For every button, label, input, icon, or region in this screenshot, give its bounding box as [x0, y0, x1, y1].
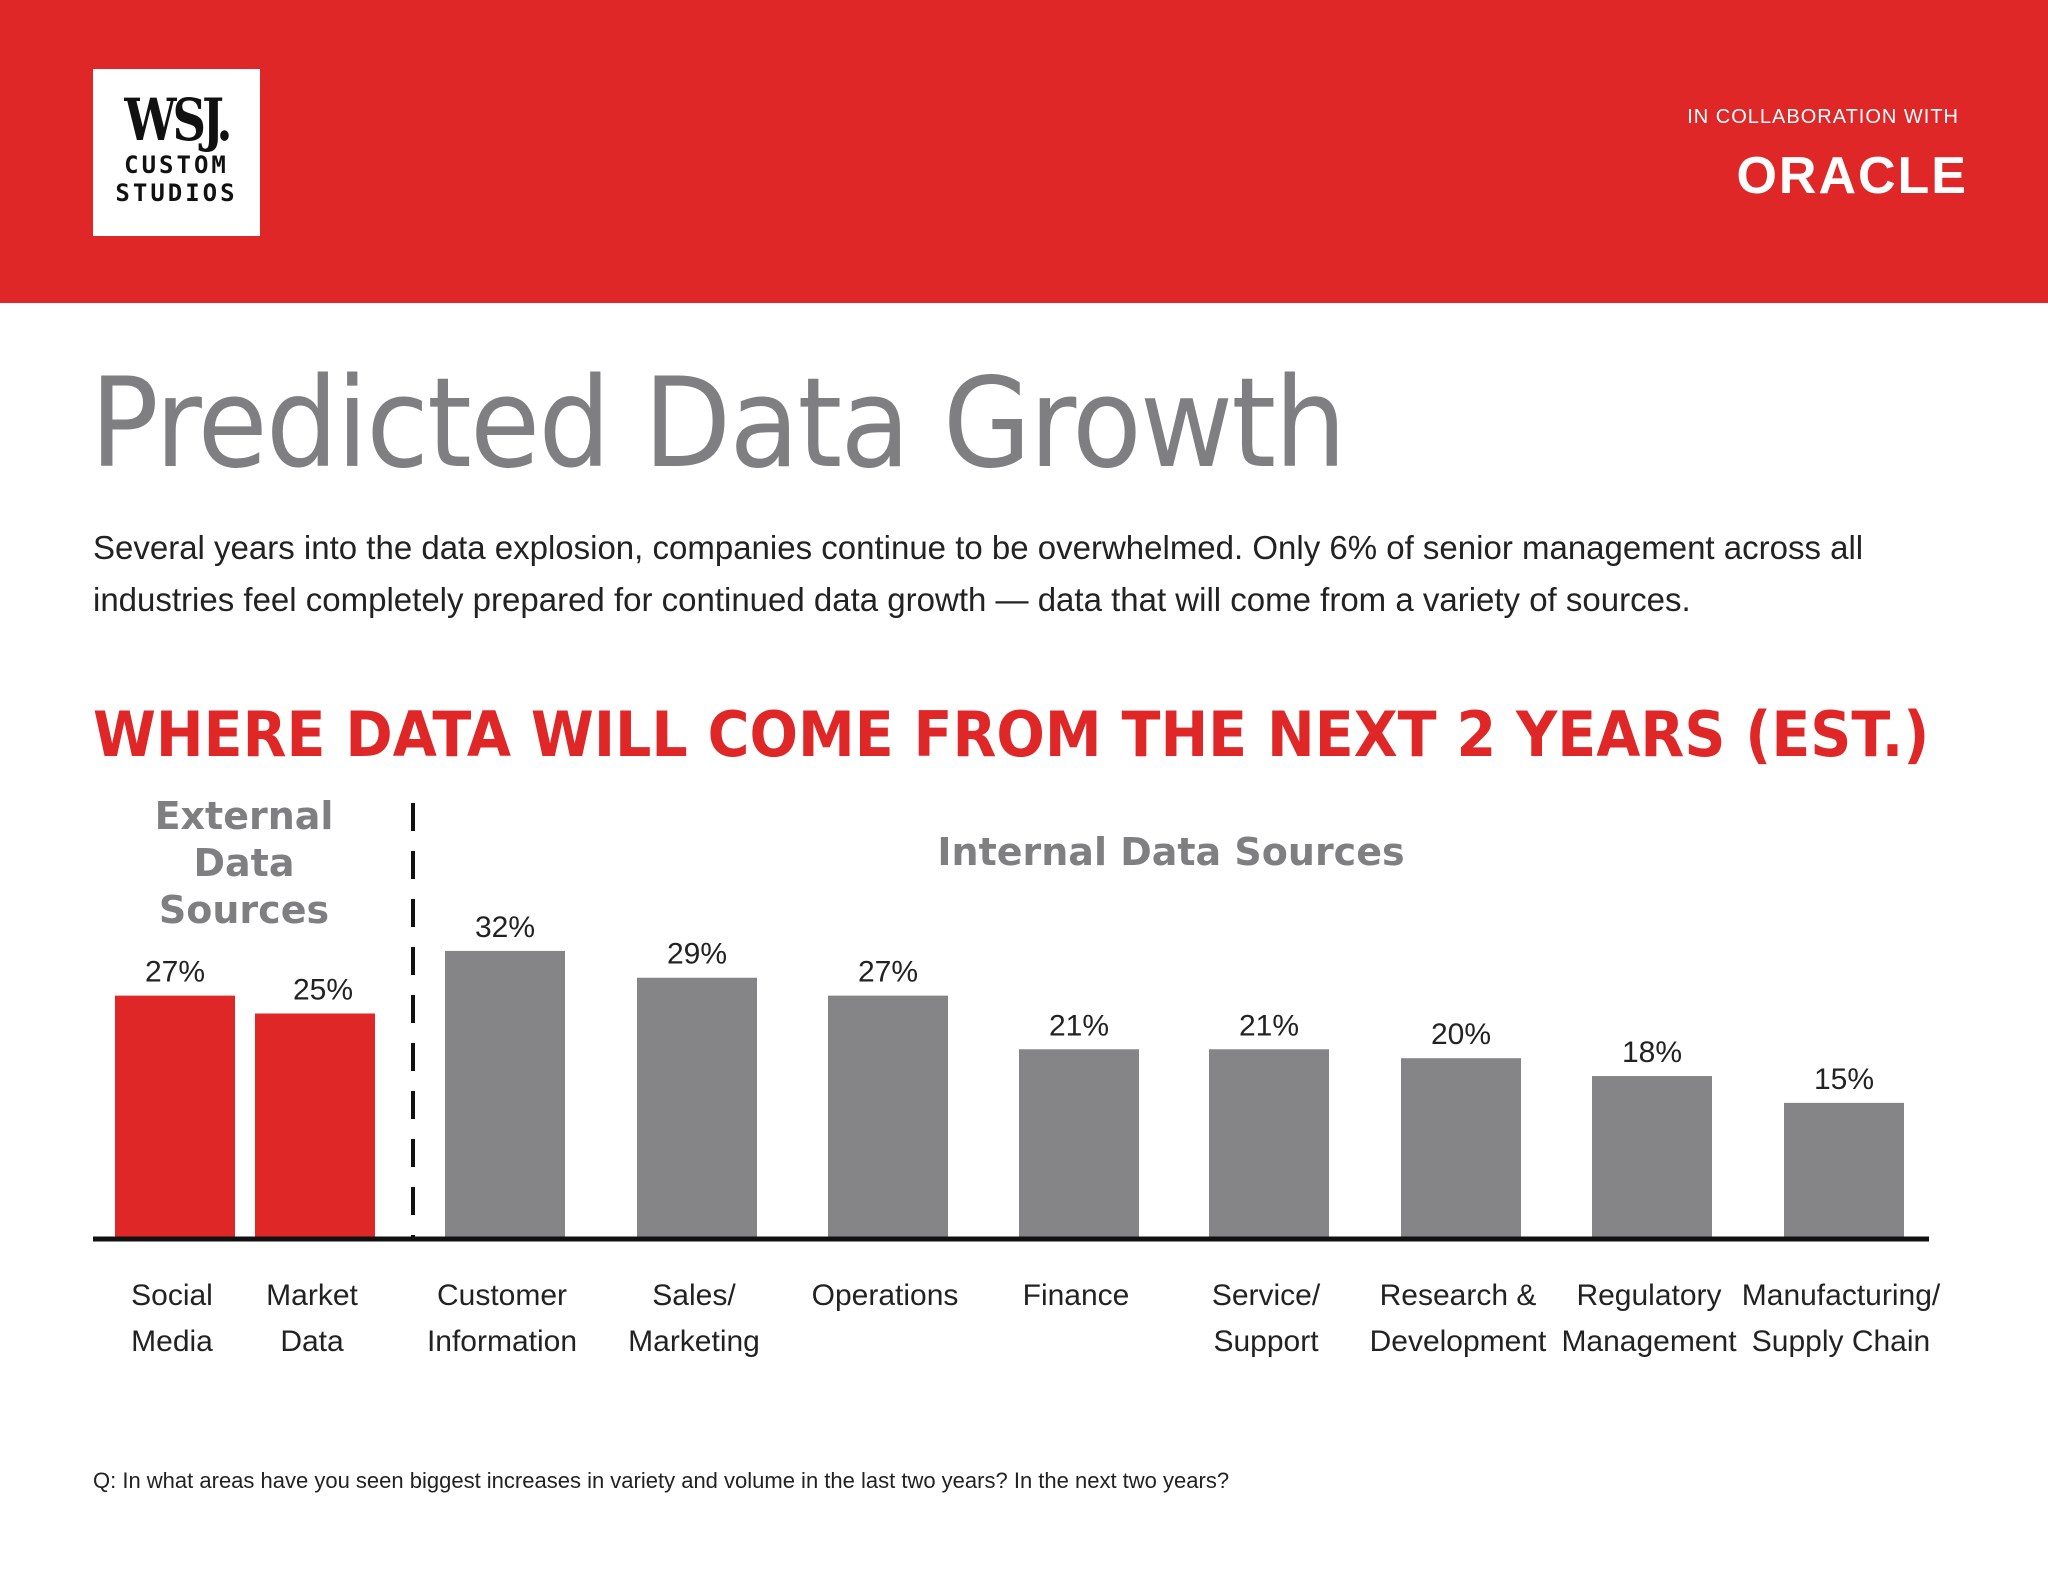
bar	[1209, 1049, 1329, 1237]
category-label: Research &	[1380, 1279, 1537, 1312]
bar	[1592, 1076, 1712, 1237]
category-label: Manufacturing/	[1742, 1279, 1941, 1312]
collaboration-label: IN COLLABORATION WITH	[1687, 106, 1959, 128]
intro-paragraph: Several years into the data explosion, c…	[93, 529, 1864, 618]
category-label: Customer	[437, 1279, 567, 1312]
category-label: Finance	[1023, 1279, 1130, 1312]
bar	[255, 1013, 375, 1237]
bar	[1019, 1049, 1139, 1237]
bar	[828, 995, 948, 1237]
chart-title: WHERE DATA WILL COME FROM THE NEXT 2 YEA…	[93, 698, 1930, 771]
header-banner: WSJ. CUSTOM STUDIOS IN COLLABORATION WIT…	[0, 0, 2048, 303]
category-label: Regulatory	[1576, 1279, 1721, 1312]
category-label: Operations	[812, 1279, 959, 1312]
external-sources-label: External Data Sources	[154, 794, 334, 932]
bar	[1784, 1102, 1904, 1237]
bar	[445, 950, 565, 1237]
data-label: 27%	[145, 956, 205, 989]
data-label: 21%	[1049, 1009, 1109, 1042]
bar	[637, 977, 757, 1237]
data-label: 18%	[1622, 1036, 1682, 1069]
data-label: 25%	[293, 974, 353, 1007]
data-label: 20%	[1431, 1018, 1491, 1051]
category-label: Supply Chain	[1752, 1325, 1930, 1358]
oracle-logo: ORACLE	[1736, 146, 1968, 206]
data-label: 21%	[1239, 1009, 1299, 1042]
logo-wsj: WSJ.	[124, 86, 232, 154]
category-label: Data	[280, 1325, 344, 1358]
oracle-logo-text: ORACLE	[1736, 147, 1968, 205]
category-label: Sales/	[652, 1279, 736, 1312]
bar	[1401, 1058, 1521, 1237]
page-title: Predicted Data Growth	[90, 352, 1347, 496]
category-label: Social	[131, 1279, 213, 1312]
wsj-custom-studios-logo: WSJ. CUSTOM STUDIOS	[93, 69, 260, 236]
category-label: Support	[1213, 1325, 1319, 1358]
footnote: Q: In what areas have you seen biggest i…	[93, 1468, 1230, 1493]
category-label: Management	[1561, 1325, 1737, 1358]
bar	[115, 995, 235, 1237]
data-label: 32%	[475, 911, 535, 944]
category-label: Development	[1370, 1325, 1547, 1358]
category-label: Media	[131, 1325, 213, 1358]
data-label: 29%	[667, 938, 727, 971]
data-label: 15%	[1814, 1063, 1874, 1096]
category-label: Market	[266, 1279, 358, 1312]
logo-custom: CUSTOM	[124, 151, 229, 179]
logo-studios: STUDIOS	[115, 179, 238, 207]
category-label: Information	[427, 1325, 577, 1358]
internal-sources-label: Internal Data Sources	[937, 830, 1405, 874]
data-label: 27%	[858, 956, 918, 989]
category-label: Service/	[1212, 1279, 1321, 1312]
category-label: Marketing	[628, 1325, 760, 1358]
